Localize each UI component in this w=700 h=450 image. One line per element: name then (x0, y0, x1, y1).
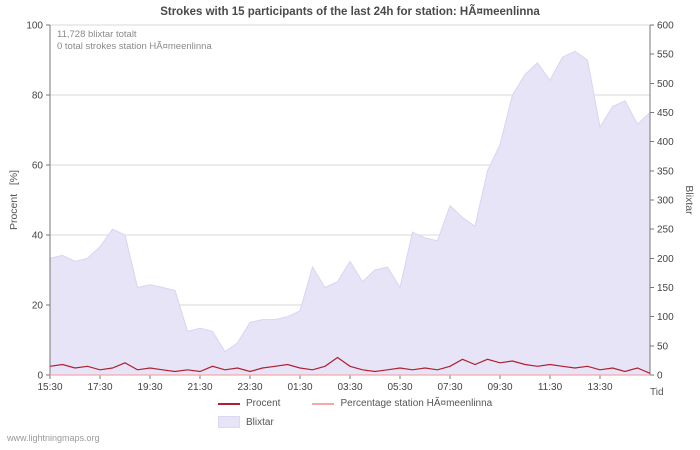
x-axis-tick-label: 07:30 (437, 382, 462, 393)
x-axis-tick-label: 05:30 (387, 382, 412, 393)
blixtar-area (49, 50, 651, 376)
right-axis-tick-label: 350 (657, 166, 674, 177)
legend-item-station: Percentage station HÃ¤meenlinna (312, 398, 492, 409)
legend-item-procent: Procent (218, 398, 280, 409)
station-line-swatch (312, 402, 335, 405)
right-axis-tick-label: 200 (657, 254, 674, 265)
left-axis-tick-label: 80 (32, 91, 44, 102)
x-axis-tick-label: 09:30 (487, 382, 512, 393)
x-axis-tick-label: 03:30 (337, 382, 362, 393)
left-axis-tick-label: 20 (32, 301, 44, 312)
right-axis-tick-label: 500 (657, 79, 674, 90)
x-axis-tick-label: 01:30 (287, 382, 312, 393)
x-axis-tick-label: 23:30 (237, 382, 262, 393)
right-axis-tick-label: 550 (657, 50, 674, 61)
watermark: www.lightningmaps.org (7, 433, 100, 443)
right-axis-tick-label: 300 (657, 196, 674, 207)
left-axis-tick-label: 40 (32, 231, 44, 242)
legend: Procent Percentage station HÃ¤meenlinna … (218, 398, 492, 435)
legend-row-area: Blixtar (218, 416, 492, 428)
annotation-station-strokes: 0 total strokes station HÃ¤meenlinna (57, 41, 212, 52)
x-axis-tick-label: 21:30 (187, 382, 212, 393)
right-axis-tick-label: 0 (657, 371, 663, 382)
left-axis-tick-label: 0 (37, 371, 43, 382)
legend-label-blixtar: Blixtar (246, 416, 274, 428)
x-axis-tick-label: 17:30 (87, 382, 112, 393)
left-axis-tick-label: 100 (26, 21, 43, 32)
legend-row-lines: Procent Percentage station HÃ¤meenlinna (218, 398, 492, 409)
chart-title: Strokes with 15 participants of the last… (160, 6, 540, 18)
right-axis-tick-label: 50 (657, 341, 669, 352)
right-axis-tick-label: 250 (657, 225, 674, 236)
x-axis-tick-label: 15:30 (37, 382, 62, 393)
blixtar-area-swatch (218, 416, 240, 428)
right-axis-tick-label: 150 (657, 283, 674, 294)
procent-line (49, 356, 651, 374)
x-axis-title: Tid (650, 387, 664, 398)
x-axis-tick-label: 19:30 (137, 382, 162, 393)
x-axis-tick-label: 13:30 (587, 382, 612, 393)
left-axis-title: Procent [%] (8, 169, 20, 231)
legend-item-blixtar: Blixtar (218, 416, 274, 428)
legend-label-station: Percentage station HÃ¤meenlinna (340, 398, 493, 409)
right-axis-tick-label: 100 (657, 312, 674, 323)
annotation-total-strokes: 11,728 blixtar totalt (57, 29, 137, 40)
right-axis-tick-label: 600 (657, 21, 674, 32)
right-axis-title: Blixtar (683, 185, 695, 215)
right-axis-tick-label: 450 (657, 108, 674, 119)
right-axis-tick-label: 400 (657, 137, 674, 148)
x-axis-tick-label: 11:30 (538, 382, 563, 393)
left-axis-tick-label: 60 (32, 161, 44, 172)
legend-label-procent: Procent (246, 398, 281, 409)
procent-line-swatch (218, 402, 240, 405)
